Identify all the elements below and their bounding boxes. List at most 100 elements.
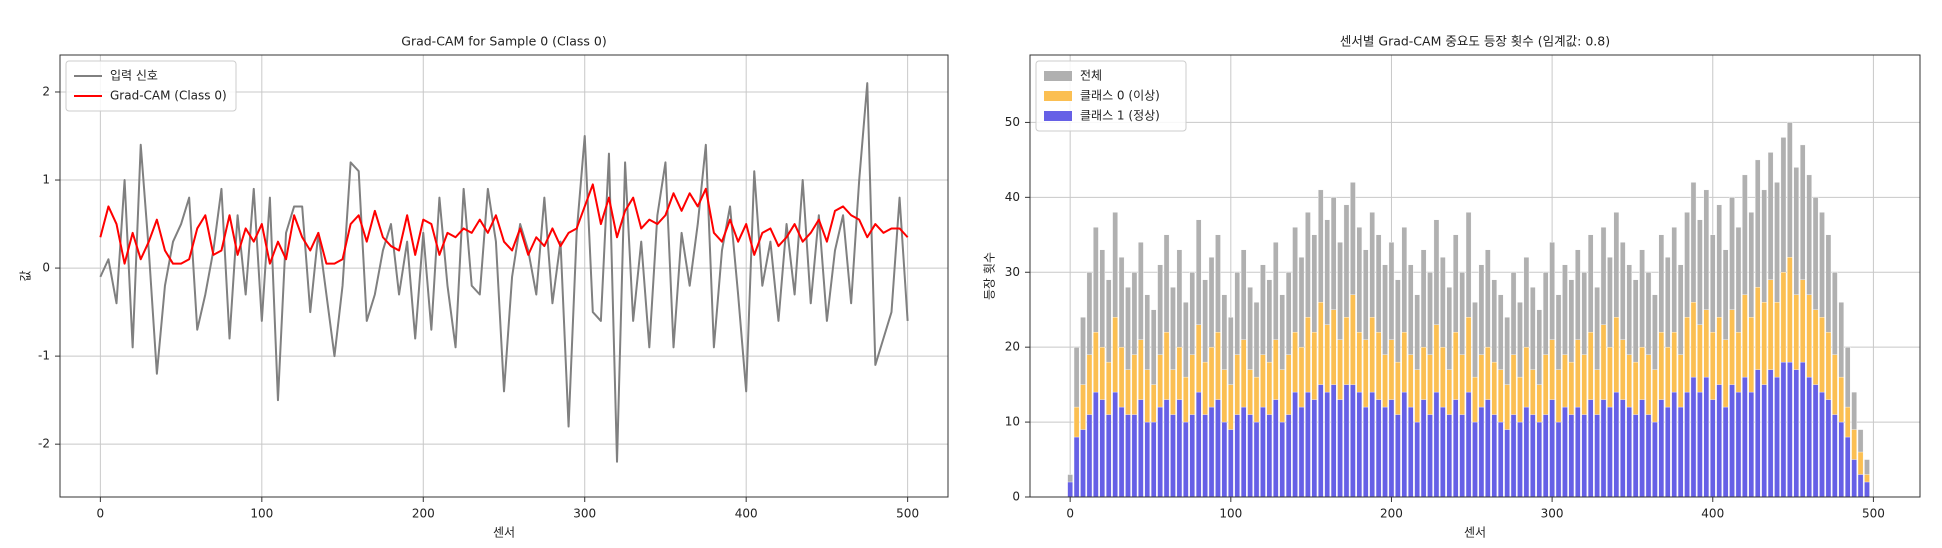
bar [1838, 421, 1845, 498]
subplot: 0 100 200 300 400 500 -2 -1 0 1 2 Grad-CAM for Samp… [19, 34, 949, 540]
y-tick-label: 0 [1012, 490, 1020, 504]
bar [1330, 384, 1337, 498]
bar [1311, 399, 1318, 498]
bar [1562, 406, 1568, 498]
bar [1375, 399, 1382, 498]
bar [1806, 376, 1812, 498]
legend-box [1035, 60, 1187, 132]
x-tick-label: 400 [735, 507, 758, 521]
bar [1497, 421, 1504, 498]
legend-swatch [1044, 91, 1072, 101]
bar [1607, 406, 1613, 498]
subplot: 0 100 200 300 400 500 0 10 20 30 40 50 센서별 Grad-CAM … [983, 34, 1921, 540]
bar [1485, 399, 1491, 498]
bar [1542, 414, 1549, 498]
y-tick-label: 1 [42, 173, 50, 187]
bar [1536, 421, 1543, 498]
bar [1568, 414, 1575, 498]
bar [1780, 361, 1787, 498]
axes-frame [59, 54, 949, 498]
bar [1324, 391, 1330, 498]
bar [1581, 414, 1588, 498]
bar [1517, 421, 1523, 498]
bar [1793, 369, 1800, 498]
bar [1819, 391, 1825, 498]
bar [1594, 414, 1600, 498]
bar [1157, 406, 1163, 498]
bar [1665, 406, 1671, 498]
x-axis-label: 센서 [493, 526, 515, 540]
bar [1748, 391, 1755, 498]
bar [1420, 399, 1427, 498]
bar [1832, 414, 1838, 498]
bar [1626, 406, 1632, 498]
bar [1292, 391, 1298, 498]
bar [1851, 459, 1857, 498]
bar [1472, 421, 1478, 498]
legend-label: 전체 [1080, 69, 1102, 83]
bar [1844, 436, 1851, 498]
bar [1639, 399, 1645, 498]
x-tick-label: 300 [1541, 507, 1564, 521]
bar [1234, 414, 1241, 498]
legend-label: Grad-CAM (Class 0) [110, 89, 227, 103]
bar [1690, 376, 1697, 498]
bar [1189, 414, 1196, 498]
bar [1600, 399, 1607, 498]
bar [1401, 391, 1408, 498]
bar [1761, 384, 1767, 498]
x-tick-label: 500 [1862, 507, 1885, 521]
bar [1575, 406, 1581, 498]
bar [1369, 391, 1375, 498]
bar [1632, 414, 1639, 498]
bar [1446, 414, 1453, 498]
bar [1684, 391, 1690, 498]
bar [1754, 369, 1761, 498]
bar [1774, 376, 1780, 498]
bar [1318, 384, 1324, 498]
y-tick-label: -1 [38, 349, 50, 363]
bar [1504, 429, 1510, 498]
x-tick-label: 0 [1066, 507, 1074, 521]
bar [1452, 399, 1459, 498]
bar [1414, 421, 1420, 498]
x-tick-label: 400 [1701, 507, 1724, 521]
x-tick-label: 300 [573, 507, 596, 521]
bar [1356, 391, 1363, 498]
bar [1118, 406, 1125, 498]
bar [1228, 429, 1234, 498]
bar [1163, 399, 1170, 498]
legend-swatch [1044, 111, 1072, 121]
bar [1440, 406, 1446, 498]
x-tick-label: 200 [1380, 507, 1403, 521]
bar [1613, 391, 1620, 498]
bar [1150, 421, 1157, 498]
bar [1825, 399, 1832, 498]
y-tick-label: 40 [1005, 190, 1020, 204]
y-axis-label: 값 [19, 270, 33, 281]
legend-label: 클래스 0 (이상) [1080, 89, 1160, 103]
bar [1478, 406, 1485, 498]
bar [1086, 414, 1093, 498]
bar [1864, 481, 1870, 498]
y-tick-label: 2 [42, 84, 50, 98]
bar [1144, 421, 1151, 498]
bar [1273, 399, 1279, 498]
bar [1459, 414, 1465, 498]
bar [1742, 376, 1748, 498]
bar [1658, 399, 1665, 498]
bar [1073, 436, 1080, 498]
bar [1395, 414, 1401, 498]
y-tick-label: -2 [38, 437, 50, 451]
axes-frame [1029, 54, 1921, 498]
bar [1388, 399, 1395, 498]
bar [1298, 406, 1305, 498]
chart-title: 센서별 Grad-CAM 중요도 등장 횟수 (임계값: 0.8) [1340, 34, 1610, 49]
bar [1735, 391, 1742, 498]
bar [1208, 406, 1215, 498]
bar [1587, 399, 1594, 498]
bar [1093, 391, 1099, 498]
bar [1350, 384, 1356, 498]
bar [1407, 406, 1414, 498]
bar [1247, 414, 1253, 498]
